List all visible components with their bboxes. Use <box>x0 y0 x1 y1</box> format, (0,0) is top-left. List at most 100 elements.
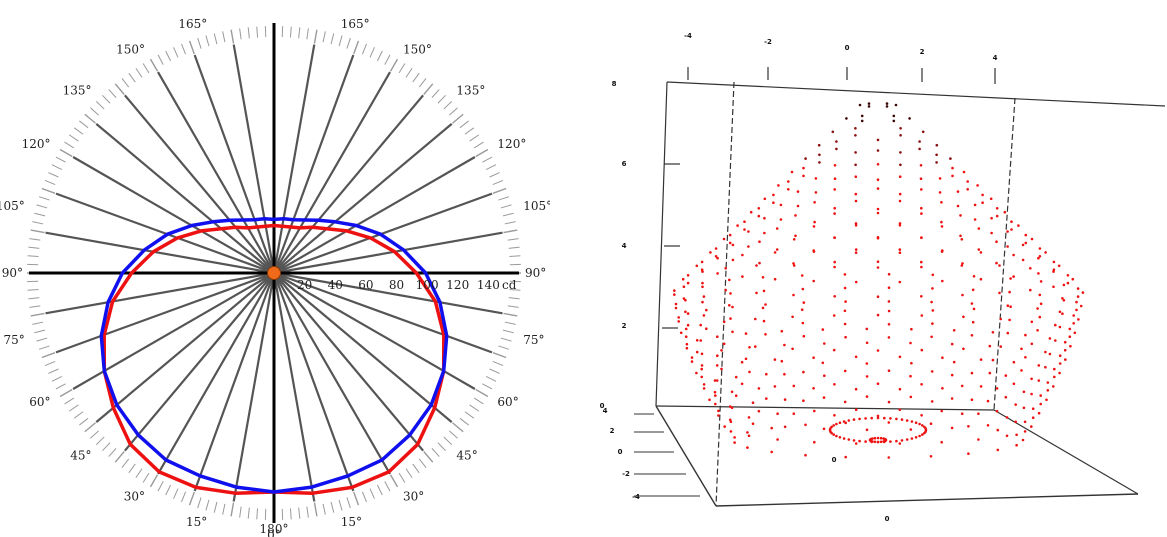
scatter3d-point <box>843 369 847 373</box>
scatter3d-point <box>910 327 913 331</box>
polar-tick <box>247 507 250 519</box>
scatter3d-point <box>690 360 694 363</box>
polar-tick <box>389 474 399 488</box>
scatter3d-point <box>847 438 851 441</box>
scatter3d-point <box>865 341 869 345</box>
scatter3d-point <box>755 264 758 267</box>
polar-tick <box>157 481 164 492</box>
scatter3d-point <box>876 163 880 166</box>
scatter3d-point <box>905 419 909 422</box>
scatter3d-point <box>876 187 880 190</box>
scatter3d-y-tick-label: -4 <box>632 493 640 501</box>
scatter3d-point <box>761 276 765 279</box>
scatter3d-point <box>860 114 864 118</box>
scatter3d-point <box>1030 342 1034 346</box>
scatter3d-point <box>1066 281 1070 285</box>
scatter3d-point <box>729 317 732 320</box>
scatter3d-point <box>1044 251 1047 254</box>
scatter3d-point <box>833 414 836 417</box>
polar-tick <box>102 94 111 104</box>
scatter3d-point <box>1038 315 1042 319</box>
polar-tick <box>95 101 105 110</box>
scatter3d-point <box>751 401 755 405</box>
polar-spoke <box>273 271 503 315</box>
polar-tick <box>247 27 250 39</box>
polar-tick <box>469 404 480 412</box>
scatter3d-point <box>701 270 704 273</box>
scatter3d-point <box>773 277 777 281</box>
scatter3d-point <box>823 374 826 378</box>
polar-angle-label: 165° <box>178 17 207 31</box>
scatter3d-point <box>728 233 732 237</box>
scatter3d-point <box>684 310 687 314</box>
polar-angle-label: 15° <box>341 515 362 529</box>
polar-luminous-intensity-chart: 0° 15° 15° 30° 30° 45° 45° 60° 60° 75° 75° 90° 90° 10… <box>0 17 550 537</box>
polar-tick <box>29 238 41 241</box>
scatter3d-point <box>757 409 761 413</box>
scatter3d-chart: -4 -2 0 2 4 4 2 0 -2 -4 8 6 4 2 0 0 0 <box>600 32 1166 523</box>
scatter3d-point <box>843 322 847 326</box>
scatter3d-point <box>714 402 717 406</box>
polar-tick <box>398 472 406 483</box>
polar-tick <box>492 360 504 366</box>
scatter3d-point <box>770 426 773 430</box>
scatter3d-point <box>1005 434 1009 438</box>
scatter3d-point <box>1024 233 1028 237</box>
scatter3d-point <box>920 414 923 417</box>
scatter3d-point <box>876 260 880 264</box>
scatter3d-point <box>845 117 848 120</box>
scatter3d-point <box>998 264 1001 267</box>
scatter3d-point <box>966 180 969 183</box>
scatter3d-point <box>796 190 800 193</box>
scatter3d-point <box>1017 224 1020 227</box>
polar-series-curve-2 <box>99 216 449 494</box>
polar-tick <box>498 196 510 201</box>
scatter3d-point <box>1009 277 1012 280</box>
polar-tick <box>188 40 195 55</box>
scatter3d-point <box>960 264 964 267</box>
scatter3d-point <box>887 300 891 303</box>
polar-angle-label: 90° <box>525 266 546 280</box>
scatter3d-point <box>838 436 842 439</box>
polar-tick <box>181 491 187 503</box>
scatter3d-point <box>867 102 871 105</box>
scatter3d-point <box>695 350 699 354</box>
polar-tick <box>59 148 73 158</box>
scatter3d-point <box>792 293 795 297</box>
scatter3d-point <box>1021 438 1025 442</box>
scatter3d-point <box>700 364 704 367</box>
scatter3d-point <box>1063 348 1067 352</box>
scatter3d-point <box>764 303 767 306</box>
polar-tick <box>239 506 242 518</box>
scatter3d-point <box>900 439 904 442</box>
polar-radial-tick-label: 40 <box>328 278 343 292</box>
scatter3d-point <box>1036 307 1039 310</box>
scatter3d-point <box>882 440 885 443</box>
scatter3d-y-tick-label: 2 <box>610 427 615 435</box>
scatter3d-point <box>700 367 703 371</box>
scatter3d-point <box>910 420 914 423</box>
scatter3d-point <box>898 355 902 359</box>
scatter3d-point <box>747 434 751 438</box>
polar-angle-label: 15° <box>186 515 207 529</box>
scatter3d-point <box>950 397 954 400</box>
polar-tick <box>452 422 464 433</box>
polar-tick-ring <box>27 26 521 520</box>
scatter3d-point <box>833 177 837 180</box>
scatter3d-point <box>699 339 702 342</box>
scatter3d-point <box>996 428 1000 432</box>
scatter3d-point <box>835 140 838 143</box>
scatter3d-point <box>873 440 877 444</box>
scatter3d-point <box>1008 318 1011 322</box>
scatter3d-point <box>977 248 981 251</box>
polar-spoke <box>72 156 275 274</box>
scatter3d-point <box>918 434 921 438</box>
polar-spoke <box>45 231 275 275</box>
scatter3d-point <box>755 291 758 295</box>
scatter3d-z-tick-label: 8 <box>612 80 617 88</box>
scatter3d-point <box>898 222 902 225</box>
scatter3d-point <box>986 424 990 427</box>
scatter3d-point <box>763 216 766 220</box>
scatter3d-point <box>918 147 921 151</box>
polar-tick <box>135 468 143 479</box>
